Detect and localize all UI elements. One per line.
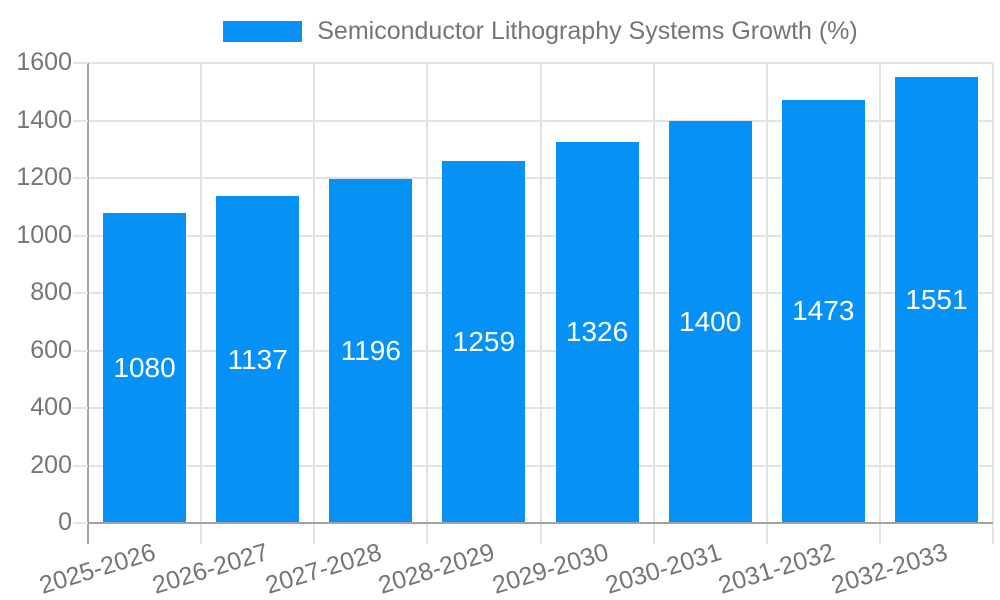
v-gridline	[992, 63, 994, 523]
x-axis-category-label: 2028-2029	[375, 538, 499, 600]
y-axis-tick	[73, 292, 88, 294]
bar-value-label: 1080	[113, 351, 176, 383]
x-axis-category-label: 2025-2026	[36, 538, 159, 600]
v-gridline	[652, 63, 655, 523]
x-axis-tick	[992, 524, 994, 544]
bar-value-label: 1473	[792, 295, 855, 327]
bar: 1400	[668, 120, 752, 523]
bar-value-label: 1137	[227, 343, 288, 375]
v-gridline	[200, 63, 203, 523]
y-axis-tick	[73, 119, 88, 122]
x-axis-category-label: 2030-2031	[601, 538, 725, 600]
plot-area: 1080 1137 1196 1259 1326 1400 1473 1551	[88, 62, 994, 523]
legend-swatch	[223, 20, 303, 42]
x-axis-tick	[539, 524, 542, 544]
bar-value-label: 1400	[679, 305, 742, 337]
x-axis-category-label: 2031-2032	[714, 538, 838, 600]
legend-label: Semiconductor Lithography Systems Growth…	[317, 16, 858, 45]
x-axis-tick	[200, 524, 203, 544]
x-axis-tick	[87, 524, 89, 544]
y-axis-tick	[73, 349, 88, 352]
x-axis-line	[88, 522, 993, 524]
x-axis-category-label: 2029-2030	[488, 538, 612, 600]
y-axis-tick	[73, 464, 88, 467]
bar: 1080	[103, 212, 187, 523]
bar: 1551	[894, 77, 978, 523]
x-axis-tick	[765, 524, 768, 544]
y-axis-tick-label: 800	[30, 278, 72, 306]
legend: Semiconductor Lithography Systems Growth…	[88, 16, 993, 46]
bar: 1137	[216, 196, 300, 523]
bar: 1326	[555, 141, 639, 523]
x-axis-category-label: 2032-2033	[828, 538, 951, 600]
bar-value-label: 1259	[452, 326, 516, 357]
bar-value-label: 1326	[565, 316, 629, 348]
y-axis-line	[87, 63, 89, 543]
y-axis-tick-label: 1200	[16, 163, 72, 191]
x-axis-tick	[878, 524, 881, 544]
x-axis-tick	[426, 524, 429, 544]
y-axis-tick-label: 600	[30, 335, 72, 364]
y-axis-tick-label: 200	[30, 450, 72, 479]
y-axis-tick	[73, 407, 88, 409]
v-gridline	[426, 63, 429, 523]
x-axis-tick	[313, 524, 316, 544]
y-axis-tick	[73, 177, 88, 179]
bar: 1473	[781, 99, 865, 523]
y-axis-tick-label: 1600	[16, 48, 72, 76]
x-axis-tick	[652, 524, 655, 544]
v-gridline	[765, 63, 768, 523]
bar: 1259	[442, 161, 526, 523]
x-axis-category-label: 2027-2028	[262, 538, 385, 600]
y-axis-tick-label: 0	[58, 508, 72, 536]
y-axis-tick-label: 400	[30, 393, 72, 421]
v-gridline	[539, 63, 542, 523]
y-axis-tick	[73, 522, 88, 524]
bar-value-label: 1551	[905, 284, 968, 316]
y-axis-tick	[73, 62, 88, 64]
v-gridline	[313, 63, 316, 523]
y-axis-tick-label: 1000	[16, 220, 72, 249]
v-gridline	[878, 63, 881, 523]
bar: 1196	[329, 179, 413, 523]
x-axis-category-label: 2026-2027	[149, 538, 272, 600]
y-axis-tick-label: 1400	[16, 105, 72, 134]
bar-value-label: 1196	[340, 335, 401, 367]
y-axis-tick	[73, 234, 88, 237]
